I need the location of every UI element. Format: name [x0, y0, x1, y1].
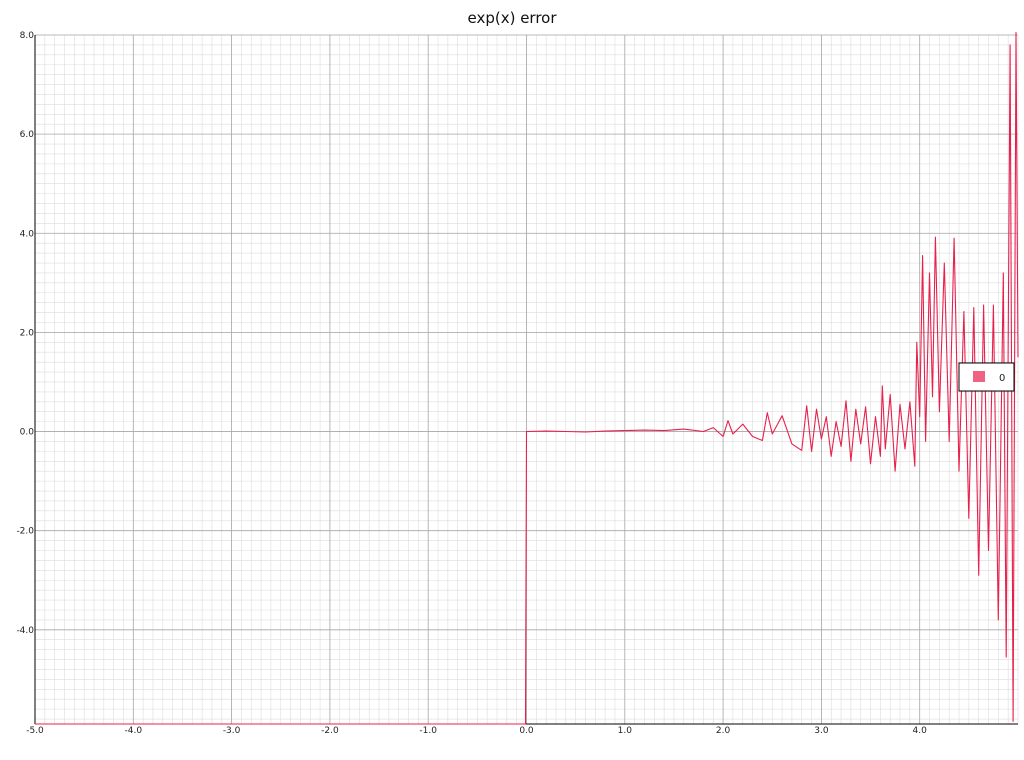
y-tick-labels: -4.0 -2.0 0.0 2.0 4.0 6.0 8.0: [16, 31, 34, 636]
y-tick-label: 4.0: [20, 229, 35, 239]
x-tick-label: 4.0: [913, 726, 928, 736]
y-tick-label: -2.0: [16, 527, 34, 537]
series-line-0: [35, 31, 1019, 725]
x-tick-label: 1.0: [618, 726, 633, 736]
legend-label: 0: [999, 373, 1005, 384]
chart-title: exp(x) error: [467, 9, 557, 27]
x-tick-label: -3.0: [223, 726, 241, 736]
y-tick-label: 2.0: [20, 328, 35, 338]
major-grid: [34, 34, 1018, 724]
x-tick-labels: -5.0 -4.0 -3.0 -2.0 -1.0 0.0 1.0 2.0 3.0 4.0: [26, 726, 927, 736]
x-tick-label: -1.0: [419, 726, 437, 736]
legend: 0: [958, 362, 1015, 392]
y-tick-label: 6.0: [20, 130, 35, 140]
y-tick-label: 0.0: [20, 428, 35, 438]
x-tick-label: -4.0: [125, 726, 143, 736]
x-tick-label: -2.0: [321, 726, 339, 736]
legend-swatch: [973, 371, 985, 382]
series-layer: [35, 31, 1019, 725]
y-tick-label: 8.0: [20, 31, 35, 41]
x-tick-label: -5.0: [26, 726, 44, 736]
x-tick-label: 2.0: [716, 726, 731, 736]
x-tick-label: 0.0: [519, 726, 534, 736]
legend-box: [958, 362, 1015, 392]
y-tick-label: -4.0: [16, 626, 34, 636]
x-tick-label: 3.0: [814, 726, 829, 736]
